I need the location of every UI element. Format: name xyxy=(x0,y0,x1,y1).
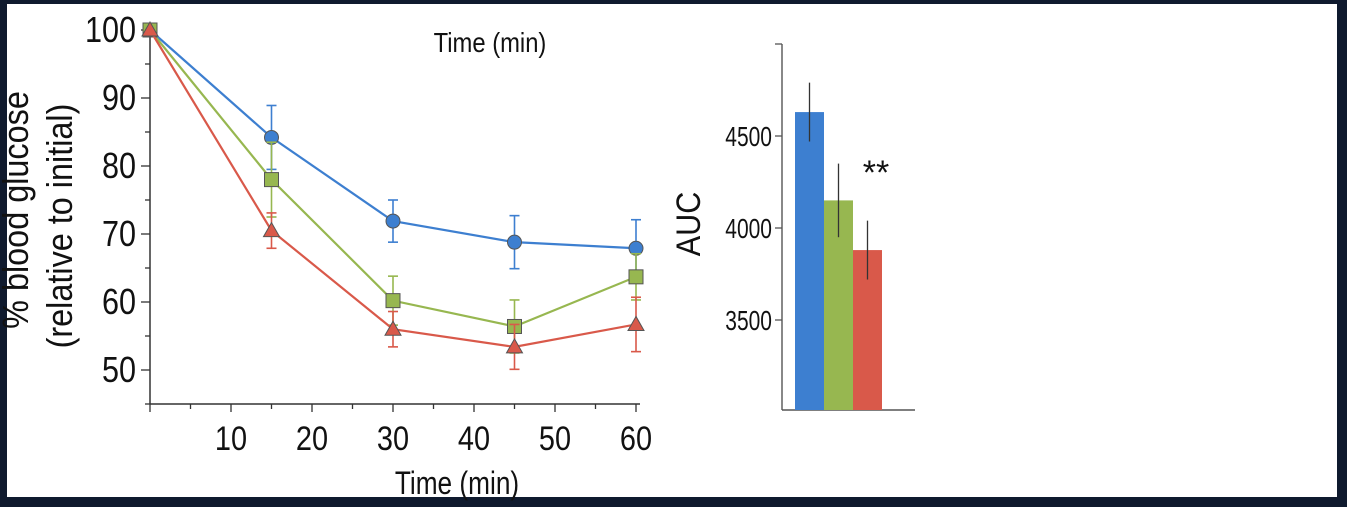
line-x-tick-label: 10 xyxy=(215,419,247,458)
data-point-square xyxy=(264,172,279,188)
data-point-triangle xyxy=(505,337,524,354)
line-y-axis-label-line2: (relative to initial) xyxy=(40,104,80,349)
line-y-tick-label: 80 xyxy=(102,147,136,187)
data-point-square xyxy=(628,269,644,285)
bar-y-tick-label: 4000 xyxy=(725,214,772,245)
significance-annotation: ** xyxy=(863,154,889,192)
data-point-triangle xyxy=(141,20,159,37)
line-y-tick-label: 100 xyxy=(85,11,136,51)
line-x-tick-label: 50 xyxy=(539,419,571,458)
data-point-triangle xyxy=(262,221,281,238)
bar xyxy=(795,112,824,410)
line-x-tick-label: 60 xyxy=(620,419,652,458)
data-point-circle xyxy=(385,213,401,229)
frame-top-edge xyxy=(0,0,1347,4)
line-x-tick-label: 40 xyxy=(458,419,490,458)
bar-chart-panel: 3500 4000 4500 AUC ** xyxy=(670,43,915,411)
line-y-tick-label: 50 xyxy=(102,351,136,391)
top-cropped-xlabel: Time (min) xyxy=(434,26,547,58)
line-y-tick-label: 60 xyxy=(102,283,136,323)
line-y-axis-label-line1: % blood glucose xyxy=(0,91,36,329)
bar-y-tick-label: 3500 xyxy=(725,306,772,337)
line-x-tick-label: 20 xyxy=(296,419,328,458)
data-point-circle xyxy=(507,234,522,250)
data-point-triangle xyxy=(384,320,402,336)
line-y-tick-label: 70 xyxy=(102,215,136,255)
bar-y-axis-label: AUC xyxy=(670,192,708,257)
frame-left-edge xyxy=(0,0,7,507)
bar-y-tick-label: 4500 xyxy=(725,122,772,153)
line-x-tick-label: 30 xyxy=(377,419,409,458)
frame-right-edge xyxy=(1337,0,1347,507)
line-chart-panel: 50 60 70 80 90 100 10 20 30 40 50 60 Time (min) % blo… xyxy=(0,11,652,502)
data-point-triangle xyxy=(627,315,645,331)
data-point-square xyxy=(385,293,401,309)
line-x-axis-label: Time (min) xyxy=(395,467,519,502)
frame-bottom-edge xyxy=(0,497,1347,507)
line-y-tick-label: 90 xyxy=(102,79,136,119)
